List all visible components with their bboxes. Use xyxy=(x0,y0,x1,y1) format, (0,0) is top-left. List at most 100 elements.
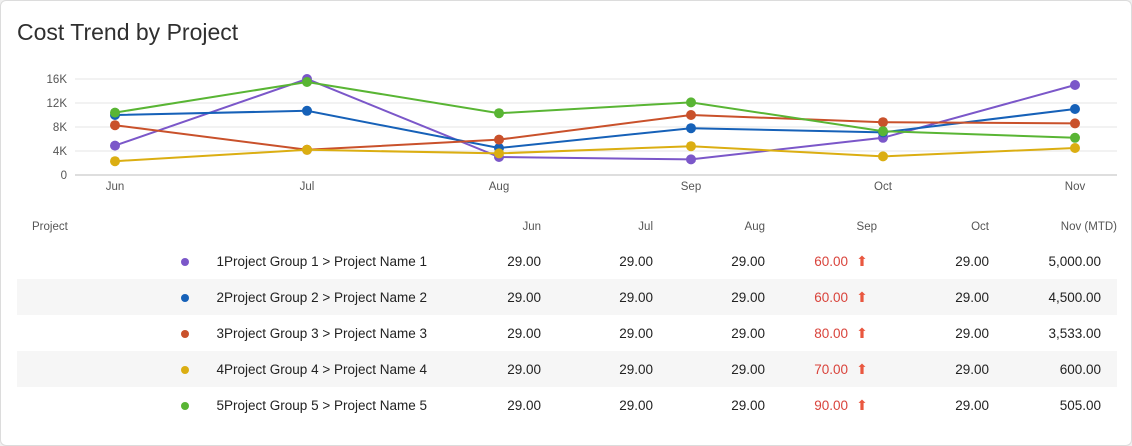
cell-value: 29.00 xyxy=(619,397,653,413)
value-cell: 3,533.00 xyxy=(989,315,1117,351)
x-tick-label: Jun xyxy=(106,181,125,193)
data-point-4 xyxy=(494,148,504,159)
cell-value: 5,000.00 xyxy=(1048,253,1101,269)
project-name: Project Group 4 > Project Name 4 xyxy=(224,361,427,377)
data-point-5 xyxy=(110,107,120,118)
value-cell: 5,000.00 xyxy=(989,243,1117,279)
data-point-5 xyxy=(878,126,888,137)
y-tick-label: 0 xyxy=(61,170,67,182)
table-row[interactable]: 1Project Group 1 > Project Name 1 29.00 29… xyxy=(17,243,1117,279)
cost-table: Project Jun Jul Aug Sep Oct Nov (MTD) 1P… xyxy=(17,211,1117,423)
arrow-up-icon: ⬆ xyxy=(856,252,868,269)
table-row[interactable]: 3Project Group 3 > Project Name 3 29.00 29… xyxy=(17,315,1117,351)
header-jul: Jul xyxy=(638,221,653,233)
value-cell: 29.00 xyxy=(541,315,653,351)
cell-value: 29.00 xyxy=(619,289,653,305)
project-name: Project Group 3 > Project Name 3 xyxy=(224,325,427,341)
arrow-up-icon: ⬆ xyxy=(856,360,868,377)
data-point-4 xyxy=(878,151,888,162)
cell-value: 29.00 xyxy=(955,361,989,377)
value-cell: 29.00 xyxy=(541,243,653,279)
x-tick-label: Oct xyxy=(874,181,893,193)
row-number: 2 xyxy=(216,289,225,305)
cell-value: 29.00 xyxy=(619,361,653,377)
header-project: Project xyxy=(32,221,68,233)
cell-value: 505.00 xyxy=(1059,397,1101,413)
cell-value: 29.00 xyxy=(507,289,541,305)
data-point-3 xyxy=(110,120,120,131)
data-point-1 xyxy=(686,154,696,165)
cell-value: 29.00 xyxy=(955,253,989,269)
series-dot-icon xyxy=(181,329,190,338)
series-line-3 xyxy=(114,113,1076,151)
value-cell: 29.00 xyxy=(541,279,653,315)
value-cell: 29.00 xyxy=(427,351,541,387)
series-dot-icon xyxy=(181,401,190,410)
cell-value: 29.00 xyxy=(955,397,989,413)
table-row[interactable]: 2Project Group 2 > Project Name 2 29.00 29… xyxy=(17,279,1117,315)
value-cell: 29.00 xyxy=(427,387,541,423)
data-point-5 xyxy=(494,108,504,119)
cell-value: 29.00 xyxy=(507,397,541,413)
table-body: 1Project Group 1 > Project Name 1 29.00 29… xyxy=(17,243,1117,423)
value-cell: 29.00 xyxy=(541,387,653,423)
cell-value: 29.00 xyxy=(955,325,989,341)
cell-value: 60.00 xyxy=(814,253,848,269)
data-point-3 xyxy=(494,134,504,145)
cell-value: 4,500.00 xyxy=(1048,289,1101,305)
y-tick-label: 4K xyxy=(53,146,67,158)
value-cell: 4,500.00 xyxy=(989,279,1117,315)
value-cell: 70.00 ⬆ xyxy=(765,351,877,387)
value-cell: 29.00 xyxy=(653,387,765,423)
page-title: Cost Trend by Project xyxy=(17,19,239,45)
data-point-3 xyxy=(686,110,696,120)
cell-value: 29.00 xyxy=(731,397,765,413)
table-row[interactable]: 5Project Group 5 > Project Name 5 29.00 29… xyxy=(17,387,1117,423)
series-line-5 xyxy=(114,80,1076,139)
cell-value: 3,533.00 xyxy=(1048,325,1101,341)
data-point-3 xyxy=(1070,118,1080,129)
series-line-1 xyxy=(114,77,1076,161)
cell-value: 60.00 xyxy=(814,289,848,305)
value-cell: 29.00 xyxy=(877,279,989,315)
line-chart: 0 4K 8K 12K 16K Jun Jul Aug Sep Oct Nov xyxy=(47,74,1117,193)
row-number: 5 xyxy=(216,397,225,413)
data-point-5 xyxy=(302,77,312,87)
project-name: Project Group 2 > Project Name 2 xyxy=(224,289,427,305)
value-cell: 90.00 ⬆ xyxy=(765,387,877,423)
value-cell: 505.00 xyxy=(989,387,1117,423)
value-cell: 29.00 xyxy=(877,243,989,279)
data-point-2 xyxy=(302,105,312,116)
row-number: 3 xyxy=(216,325,225,341)
arrow-up-icon: ⬆ xyxy=(856,396,868,413)
cell-value: 29.00 xyxy=(955,289,989,305)
project-cell: 5Project Group 5 > Project Name 5 xyxy=(17,387,427,423)
y-tick-label: 12K xyxy=(47,98,68,110)
y-tick-label: 8K xyxy=(53,122,67,134)
project-name: Project Group 5 > Project Name 5 xyxy=(224,397,427,413)
cell-value: 29.00 xyxy=(731,325,765,341)
x-tick-label: Jul xyxy=(300,181,315,193)
data-point-1 xyxy=(1070,80,1080,90)
value-cell: 60.00 ⬆ xyxy=(765,279,877,315)
y-tick-label: 16K xyxy=(47,74,68,86)
value-cell: 29.00 xyxy=(427,315,541,351)
cell-value: 600.00 xyxy=(1059,361,1101,377)
table-row[interactable]: 4Project Group 4 > Project Name 4 29.00 29… xyxy=(17,351,1117,387)
data-point-4 xyxy=(686,141,696,152)
cell-value: 29.00 xyxy=(507,253,541,269)
value-cell: 29.00 xyxy=(653,243,765,279)
data-point-5 xyxy=(1070,132,1080,143)
cell-value: 80.00 xyxy=(814,325,848,341)
cell-value: 29.00 xyxy=(507,325,541,341)
cell-value: 29.00 xyxy=(507,361,541,377)
series-dot-icon xyxy=(181,257,190,266)
value-cell: 80.00 ⬆ xyxy=(765,315,877,351)
value-cell: 29.00 xyxy=(877,387,989,423)
value-cell: 29.00 xyxy=(653,279,765,315)
cell-value: 29.00 xyxy=(619,325,653,341)
series-dot-icon xyxy=(181,365,190,374)
series-dot-icon xyxy=(181,293,190,302)
cell-value: 90.00 xyxy=(814,397,848,413)
